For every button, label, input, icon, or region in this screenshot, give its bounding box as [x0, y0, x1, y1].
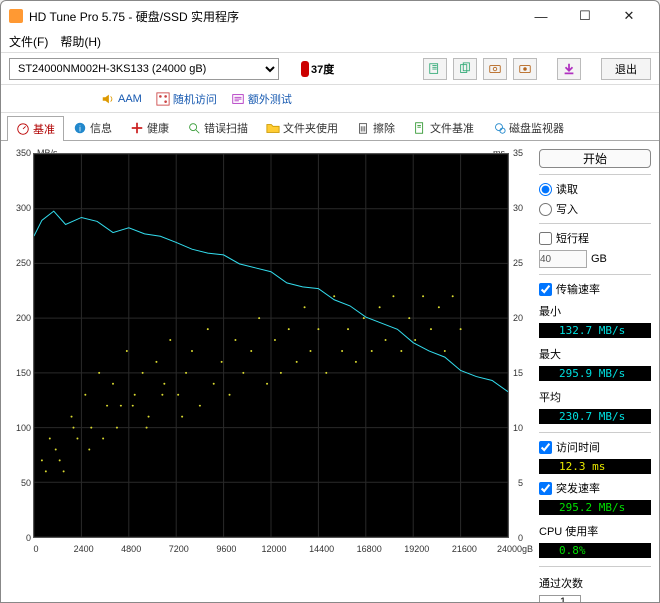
drive-select[interactable]: ST24000NM002H-3KS133 (24000 gB)	[9, 58, 279, 80]
chart-panel: MB/s ms 050100150200250300350 0510152025…	[9, 149, 533, 594]
tabs: 基准 i信息 健康 错误扫描 文件夹使用 擦除 文件基准 磁盘监视器	[1, 113, 659, 141]
cpu-value: 0.8%	[539, 543, 651, 558]
chart-svg	[34, 154, 508, 537]
side-panel: 开始 读取 写入 短行程 GB 传输速率 最小 132.7 MB/s 最大 29…	[539, 149, 651, 594]
copy-text-button[interactable]	[423, 58, 447, 80]
extra-label: 额外测试	[248, 91, 292, 107]
copy-info-button[interactable]	[453, 58, 477, 80]
mode-read-radio[interactable]: 读取	[539, 181, 651, 197]
benchmark-chart	[33, 153, 509, 538]
max-label: 最大	[539, 346, 651, 362]
mode-write-radio[interactable]: 写入	[539, 201, 651, 217]
max-value: 295.9 MB/s	[539, 366, 651, 381]
cpu-label: CPU 使用率	[539, 523, 651, 539]
temp-value: 37度	[311, 61, 334, 77]
temperature-indicator: 37度	[301, 61, 334, 77]
tab-monitor[interactable]: 磁盘监视器	[483, 115, 573, 140]
folder-icon	[266, 121, 280, 135]
tab-info[interactable]: i信息	[64, 115, 121, 140]
tab-health[interactable]: 健康	[121, 115, 178, 140]
min-value: 132.7 MB/s	[539, 323, 651, 338]
burst-value: 295.2 MB/s	[539, 500, 651, 515]
extra-link[interactable]: 额外测试	[231, 91, 292, 107]
tab-filebench[interactable]: 文件基准	[404, 115, 483, 140]
min-label: 最小	[539, 303, 651, 319]
gauge-icon	[16, 122, 30, 136]
app-icon	[9, 9, 23, 23]
filebench-icon	[413, 121, 427, 135]
access-time-check[interactable]: 访问时间	[539, 439, 651, 455]
x-max-label: 24000gB	[497, 544, 533, 554]
monitor-icon	[492, 121, 506, 135]
aam-link[interactable]: AAM	[101, 92, 142, 106]
app-window: HD Tune Pro 5.75 - 硬盘/SSD 实用程序 — ☐ ✕ 文件(…	[0, 0, 660, 603]
random-link[interactable]: 随机访问	[156, 91, 217, 107]
exit-button[interactable]: 退出	[601, 58, 651, 80]
tab-errorscan[interactable]: 错误扫描	[178, 115, 257, 140]
avg-label: 平均	[539, 389, 651, 405]
passes-spinner[interactable]	[539, 595, 581, 602]
toolbar-main: ST24000NM002H-3KS133 (24000 gB) 37度 退出	[1, 53, 659, 85]
short-stroke-check[interactable]: 短行程	[539, 230, 651, 246]
burst-rate-check[interactable]: 突发速率	[539, 480, 651, 496]
tab-benchmark[interactable]: 基准	[7, 116, 64, 141]
screenshot-button[interactable]	[483, 58, 507, 80]
random-icon	[156, 92, 170, 106]
content: MB/s ms 050100150200250300350 0510152025…	[1, 141, 659, 602]
close-button[interactable]: ✕	[607, 2, 651, 30]
window-title: HD Tune Pro 5.75 - 硬盘/SSD 实用程序	[29, 8, 239, 25]
menu-help[interactable]: 帮助(H)	[60, 33, 101, 50]
save-button[interactable]	[557, 58, 581, 80]
gb-unit: GB	[591, 253, 607, 265]
short-stroke-input	[539, 250, 587, 268]
scan-icon	[187, 121, 201, 135]
health-icon	[130, 121, 144, 135]
svg-text:i: i	[79, 125, 81, 134]
access-value: 12.3 ms	[539, 459, 651, 474]
tab-erase[interactable]: 擦除	[347, 115, 404, 140]
speaker-icon	[101, 92, 115, 106]
screenshot2-button[interactable]	[513, 58, 537, 80]
random-label: 随机访问	[173, 91, 217, 107]
minimize-button[interactable]: —	[519, 2, 563, 30]
thermometer-icon	[301, 61, 309, 77]
avg-value: 230.7 MB/s	[539, 409, 651, 424]
transfer-rate-check[interactable]: 传输速率	[539, 281, 651, 297]
aam-label: AAM	[118, 93, 142, 105]
info-icon: i	[73, 121, 87, 135]
maximize-button[interactable]: ☐	[563, 2, 607, 30]
menubar: 文件(F) 帮助(H)	[1, 31, 659, 53]
titlebar[interactable]: HD Tune Pro 5.75 - 硬盘/SSD 实用程序 — ☐ ✕	[1, 1, 659, 31]
toolbar-secondary: AAM 随机访问 额外测试	[1, 85, 659, 113]
menu-file[interactable]: 文件(F)	[9, 33, 48, 50]
erase-icon	[356, 121, 370, 135]
tab-folder[interactable]: 文件夹使用	[257, 115, 347, 140]
extra-icon	[231, 92, 245, 106]
passes-label: 通过次数	[539, 575, 651, 591]
start-button[interactable]: 开始	[539, 149, 651, 168]
